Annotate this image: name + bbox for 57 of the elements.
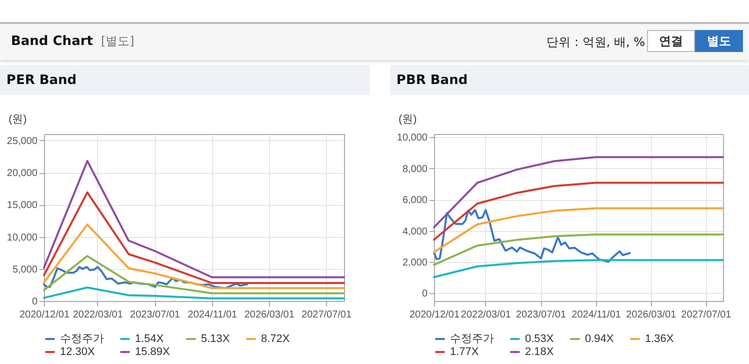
y-tick-label: 0 [422,288,428,300]
x-tick-label: 2023/07/01 [130,310,181,320]
legend-label: 1.54X [135,333,164,345]
line-series [433,234,724,266]
y-tick-label: 5,000 [12,264,38,276]
legend-label: 1.36X [645,333,674,345]
line-series [433,259,724,278]
legend-label: 5.13X [201,333,230,345]
text: Band Chart [11,34,93,49]
line-series [433,209,631,263]
legend-label: 수정주가 [450,333,494,345]
x-tick-label: 2024/11/01 [572,310,622,320]
line-series [43,160,345,278]
x-tick-label: 2027/07/01 [681,310,732,320]
text: 별도 [695,30,743,52]
x-tick-label: 2026/03/01 [244,310,295,320]
line-series [43,191,345,284]
x-tick-label: 2022/03/01 [460,310,512,320]
line-series [433,182,724,241]
y-tick-label: 25,000 [6,136,38,147]
line-series [433,156,724,228]
y-tick-label: 10,000 [396,132,428,144]
line-series [43,286,345,300]
x-tick-label: 2026/03/01 [626,310,677,320]
x-tick-label: 2022/03/01 [72,310,124,320]
y-tick-label: 0 [32,296,38,308]
text: 연결 [647,30,695,52]
chart-title: PBR Band [396,73,468,88]
y-tick-label: 6,000 [402,195,428,206]
y-tick-label: 10,000 [6,232,38,244]
legend-label: 0.53X [525,333,554,345]
chart-title: PER Band [6,73,77,88]
legend-label: 15.89X [135,346,171,358]
y-axis-title: (원) [8,114,27,126]
line-series [433,207,724,254]
y-tick-label: 15,000 [6,200,38,212]
x-tick-label: 2023/07/01 [516,310,566,320]
y-tick-label: 8,000 [402,164,428,175]
x-tick-label: 2020/12/01 [19,310,70,320]
y-axis-title: (원) [398,114,417,126]
legend-label: 12.30X [60,346,96,358]
line-series [43,266,248,290]
legend-label: 수정주가 [60,333,104,345]
legend-label: 1.77X [450,346,480,358]
x-tick-label: 2024/11/01 [188,310,238,320]
text: 단위 : 억원, 배, % [546,34,645,51]
line-series [43,224,345,290]
x-tick-label: 2027/07/01 [302,310,352,320]
y-tick-label: 20,000 [6,168,38,180]
x-tick-label: 2020/12/01 [409,310,460,320]
text: [별도] [100,34,134,48]
line-series [43,255,345,294]
y-tick-label: 4,000 [402,226,428,238]
legend-label: 0.94X [585,333,614,345]
y-tick-label: 2,000 [402,257,428,268]
legend-label: 2.18X [525,346,554,358]
legend-label: 8.72X [261,333,290,345]
